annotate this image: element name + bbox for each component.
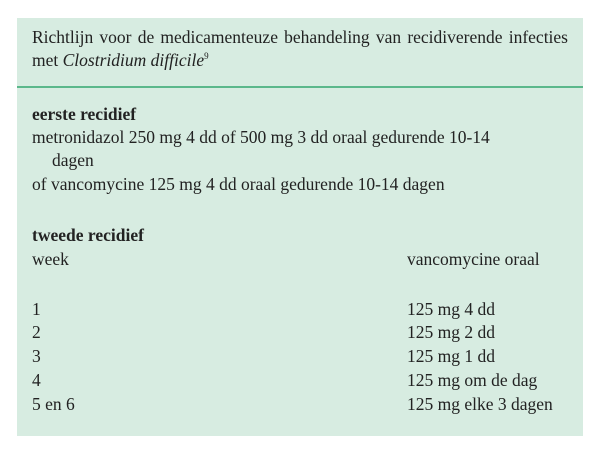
column-header-week: week <box>32 249 69 269</box>
first-recurrence-option-2: of vancomycine 125 mg 4 dd oraal geduren… <box>32 174 445 194</box>
caption-text: Richtlijn voor de medicamenteuze behande… <box>32 27 568 70</box>
first-recurrence-option-1-cont: dagen <box>52 150 94 170</box>
reference-number: 9 <box>204 51 209 62</box>
column-header-vancomycin: vancomycine oraal <box>407 249 540 269</box>
caption-organism: Clostridium difficile <box>62 50 205 70</box>
first-recurrence-heading: eerste recidief <box>32 104 137 124</box>
table-row-dose: 125 mg 1 dd <box>407 346 495 366</box>
second-recurrence-heading: tweede recidief <box>32 225 144 245</box>
table-row-week: 3 <box>32 346 41 366</box>
table-row-week: 5 en 6 <box>32 394 75 414</box>
first-recurrence-option-1: metronidazol 250 mg 4 dd of 500 mg 3 dd … <box>32 127 490 147</box>
header-divider <box>17 86 583 88</box>
table-caption: Richtlijn voor de medicamenteuze behande… <box>32 26 568 72</box>
table-row-dose: 125 mg 2 dd <box>407 322 495 342</box>
table-row-dose: 125 mg om de dag <box>407 370 538 390</box>
table-row-dose: 125 mg 4 dd <box>407 299 495 319</box>
table-row-week: 4 <box>32 370 41 390</box>
table-row-week: 1 <box>32 299 41 319</box>
guideline-table: Richtlijn voor de medicamenteuze behande… <box>17 18 583 436</box>
table-row-dose: 125 mg elke 3 dagen <box>407 394 553 414</box>
table-row-week: 2 <box>32 322 41 342</box>
